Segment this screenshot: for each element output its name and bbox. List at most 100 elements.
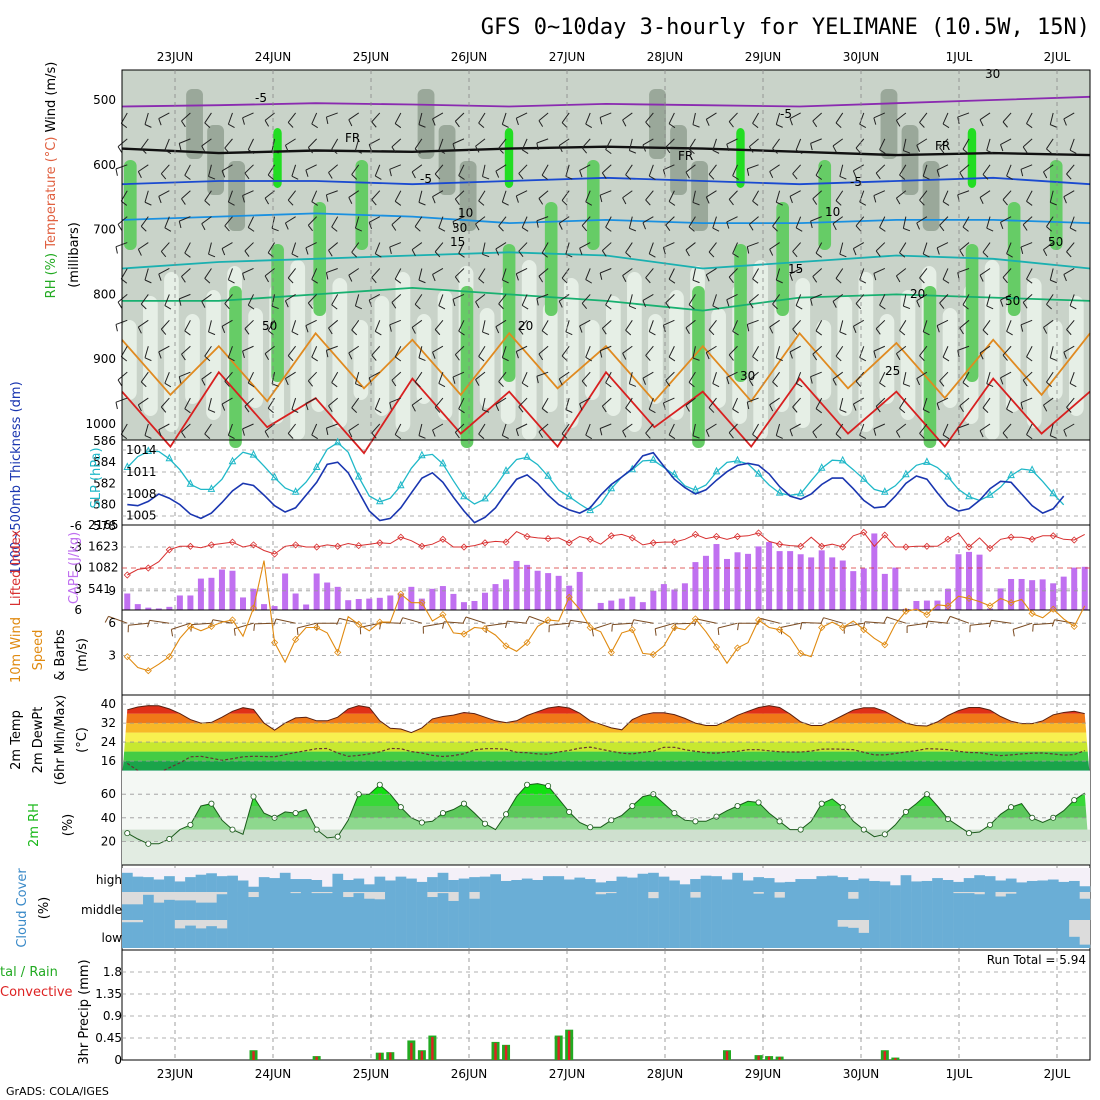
upper-wind-barb-272-flag <box>538 431 544 438</box>
upper-wind-barb-278-staff <box>565 242 570 255</box>
surface-barb-40-flag <box>525 616 530 623</box>
upper-wind-barb-440-staff <box>815 397 823 409</box>
cloud-low-bar-79 <box>953 920 964 948</box>
li-marker-82 <box>986 544 994 552</box>
upper-wind-barb-38-flag <box>158 429 162 437</box>
li-marker-36 <box>502 538 510 546</box>
li-marker-80 <box>965 543 973 551</box>
upper-wind-barb-30-staff <box>164 216 170 228</box>
upper-wind-barb-266-staff <box>538 268 549 277</box>
upper-wind-barb-182-flag <box>418 124 426 128</box>
cloud-middle-bar-31 <box>448 900 459 920</box>
upper-wind-barb-21-staff <box>138 319 149 328</box>
surface-barb-0-flag <box>104 616 109 623</box>
upper-wind-barb-475-flag <box>879 304 886 310</box>
cloud-low-bar-46 <box>606 920 617 948</box>
cloud-middle-bar-62 <box>774 897 786 920</box>
upper-wind-barb-382-staff <box>732 242 738 254</box>
rh-shade-dark-3 <box>186 89 203 159</box>
upper-wind-barb-312-flag <box>622 119 627 127</box>
surface-barb-68-staff <box>823 617 843 624</box>
upper-wind-barb-379-flag <box>732 175 739 180</box>
upper-wind-barb-467-flag <box>859 434 867 440</box>
upper-wind-barb-29-staff <box>158 190 170 197</box>
temp-ytick-1: 32 <box>101 716 116 730</box>
cloud-high-bar-86 <box>1026 880 1038 892</box>
upper-wind-barb-472-flag <box>879 227 886 232</box>
cloud-middle-bar-20 <box>332 892 344 920</box>
upper-wind-barb-212-staff <box>452 216 465 222</box>
cloud-middle-bar-54 <box>690 897 701 920</box>
x-label-bottom-8: 1JUL <box>946 1067 973 1081</box>
upper-wind-barb-242-flag <box>495 326 500 334</box>
upper-wind-barb-567-staff <box>1020 319 1033 326</box>
upper-wind-barb-189-flag <box>414 303 421 310</box>
upper-wind-barb-564-flag <box>1020 246 1024 254</box>
upper-wind-barb-286-staff <box>585 112 591 125</box>
upper-wind-barb-177-staff <box>389 319 402 326</box>
upper-wind-barb-62-staff <box>201 371 212 380</box>
cloud-high-bar-21 <box>342 880 354 892</box>
upper-wind-barb-583-staff <box>1043 397 1054 406</box>
upper-wind-barb-124-staff <box>307 294 318 304</box>
cloud-high-bar-5 <box>174 881 186 892</box>
rh2m-ytick-2: 20 <box>101 834 116 848</box>
upper-wind-barb-120-flag <box>311 201 318 206</box>
upper-wind-barb-280-staff <box>558 293 570 302</box>
cloud-middle-bar-8 <box>206 902 217 920</box>
cloud-low-bar-91 <box>1079 944 1091 948</box>
upper-wind-barb-174-flag <box>389 246 392 254</box>
upper-wind-barb-88-flag <box>247 382 255 388</box>
upper-wind-barb-130-staff <box>326 112 338 118</box>
upper-wind-barb-111-flag <box>284 300 289 308</box>
upper-wind-barb-275-staff <box>565 164 570 177</box>
upper-wind-barb-330-staff <box>648 242 654 255</box>
upper-wind-barb-108-flag <box>284 222 289 230</box>
rh2m-marker-78 <box>944 815 951 822</box>
upper-wind-barb-45-flag <box>181 276 186 283</box>
upper-wind-barb-333-flag <box>649 331 656 336</box>
upper-wind-barb-168-flag <box>371 432 377 439</box>
cloud-middle-bar-76 <box>921 892 933 920</box>
upper-wind-barb-198-flag <box>432 196 436 204</box>
upper-wind-barb-123-flag <box>311 279 318 284</box>
upper-wind-barb-13-flag <box>144 124 152 128</box>
upper-wind-barb-150-flag <box>355 305 363 310</box>
upper-wind-barb-140-flag <box>331 382 338 388</box>
upper-wind-barb-88-staff <box>247 371 254 384</box>
upper-wind-barb-203-flag <box>434 329 441 336</box>
upper-air-ylabel-part-0: RH (%) <box>44 249 59 299</box>
footer-credit: GrADS: COLA/IGES <box>6 1085 109 1098</box>
upper-wind-barb-7-staff <box>117 294 128 303</box>
cloud-low-bar-23 <box>364 920 375 948</box>
upper-wind-barb-154-staff <box>351 397 360 409</box>
upper-wind-barb-516-flag <box>942 356 950 362</box>
surface-barb-44-flag <box>567 620 571 628</box>
li-marker-78 <box>944 535 952 543</box>
wind-marker-22 <box>355 620 363 628</box>
precip-conv-bar-57 <box>725 1051 729 1060</box>
cloud-low-bar-18 <box>311 920 323 948</box>
cloud-middle-bar-71 <box>869 892 880 920</box>
cape-bar-12 <box>250 588 257 610</box>
upper-wind-barb-492-flag <box>899 407 906 414</box>
upper-wind-barb-434-staff <box>815 242 823 254</box>
upper-wind-barb-491-flag <box>903 383 911 387</box>
upper-wind-barb-391-staff <box>749 138 759 147</box>
upper-wind-barb-135-flag <box>328 250 333 257</box>
rh-shade-light-22 <box>584 320 600 400</box>
cloud-middle-bar-3 <box>153 902 165 920</box>
upper-wind-barb-153-flag <box>355 383 363 388</box>
upper-wind-barb-76-staff <box>221 397 233 405</box>
upper-wind-barb-369-staff <box>708 242 717 253</box>
upper-wind-barb-27-staff <box>164 138 170 151</box>
upper-wind-barb-485-flag <box>903 227 911 232</box>
li-marker-24 <box>376 539 384 547</box>
cape-bar-34 <box>482 592 488 610</box>
wind-marker-52 <box>670 623 678 632</box>
upper-wind-barb-280-flag <box>558 300 563 308</box>
upper-wind-barb-197-flag <box>434 173 441 180</box>
cape-bar-55 <box>702 555 709 610</box>
upper-wind-barb-355-flag <box>688 226 695 232</box>
upper-wind-barb-35-flag <box>158 351 162 359</box>
